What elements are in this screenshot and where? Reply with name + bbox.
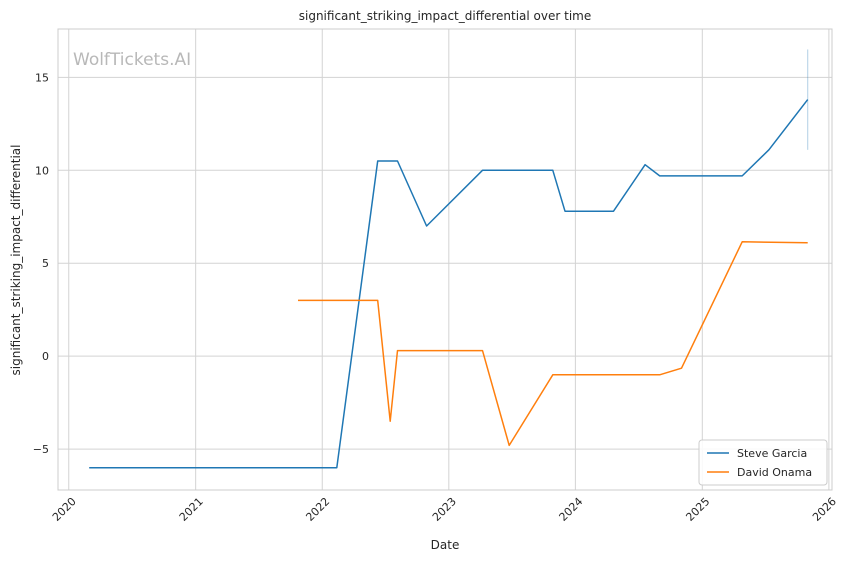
series-line-0	[89, 99, 809, 469]
legend-label: Steve Garcia	[737, 447, 807, 460]
y-tick-label: 0	[42, 350, 49, 363]
x-tick-label: 2023	[430, 495, 459, 524]
y-tick-label: 5	[42, 257, 49, 270]
x-tick-label: 2021	[177, 495, 206, 524]
legend: Steve Garcia David Onama	[698, 439, 828, 486]
series-line-1	[298, 241, 808, 447]
x-tick-label: 2020	[50, 495, 79, 524]
x-tick-label: 2022	[303, 495, 332, 524]
x-tick-label: 2025	[683, 495, 712, 524]
x-tick-label: 2026	[810, 495, 839, 524]
watermark-text: WolfTickets.AI	[73, 50, 191, 70]
y-axis-title: significant_striking_impact_differential	[9, 145, 23, 376]
y-tick-label: −5	[33, 443, 49, 456]
legend-box	[698, 439, 828, 486]
y-tick-label: 15	[35, 71, 49, 84]
legend-label: David Onama	[737, 466, 812, 479]
plot-frame	[57, 28, 833, 491]
chart-title: significant_striking_impact_differential…	[299, 9, 591, 23]
x-axis-title: Date	[431, 538, 460, 552]
x-tick-label: 2024	[557, 495, 586, 524]
y-tick-label: 10	[35, 164, 49, 177]
